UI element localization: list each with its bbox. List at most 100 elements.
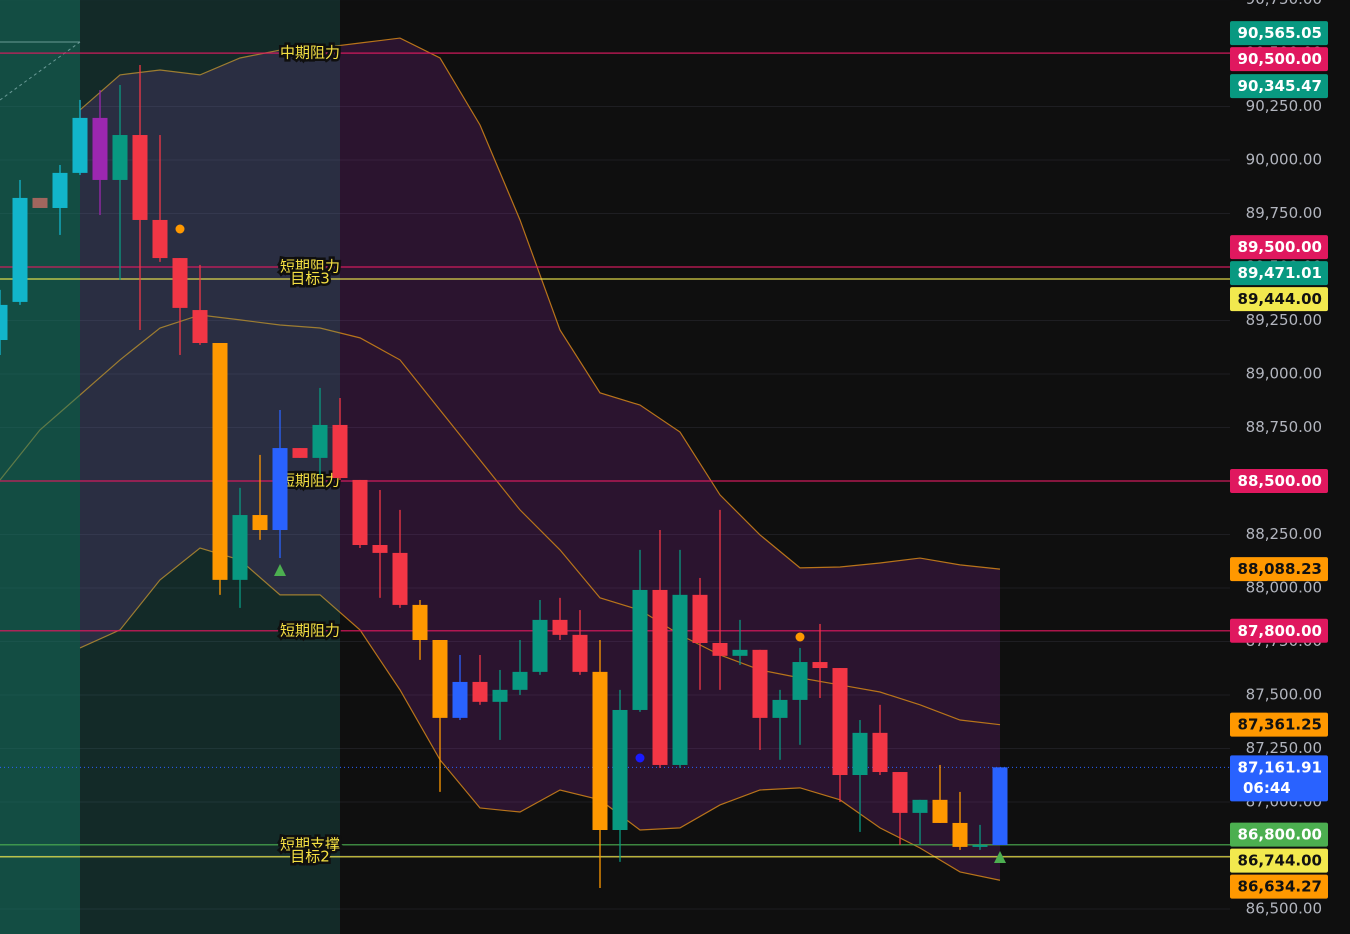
y-tick-label: 88,000.00 [1246, 579, 1322, 597]
price-tag-bg [1230, 235, 1328, 260]
y-tick-label: 89,250.00 [1246, 311, 1322, 329]
candle-body [252, 515, 268, 531]
candle-body [972, 844, 988, 847]
zone-shade-dark [0, 0, 80, 934]
candle-body [652, 589, 668, 765]
candle-body [392, 552, 408, 605]
y-tick-label: 90,750.00 [1246, 0, 1322, 8]
candle-body [472, 681, 488, 702]
candle-body [872, 732, 888, 773]
candle-body [352, 479, 368, 545]
candles [0, 65, 1008, 888]
price-tag-label: 86,744.00 [1238, 852, 1322, 870]
candle-body [672, 594, 688, 765]
level-label: 短期阻力 [280, 472, 340, 490]
dashed-trend [0, 41, 81, 101]
candle-body [932, 799, 948, 823]
signal-triangle [274, 564, 286, 576]
price-tag-bg [1230, 618, 1328, 643]
price-tag-label: 86,634.27 [1238, 878, 1322, 896]
candle-body [572, 634, 588, 672]
candle-body [952, 822, 968, 847]
candle-body [372, 544, 388, 553]
y-tick-label: 89,750.00 [1246, 204, 1322, 222]
candle-body [272, 448, 288, 531]
candle-body [732, 649, 748, 656]
price-tag-label: 90,500.00 [1238, 50, 1322, 68]
candle-body [0, 304, 8, 341]
level-label: 目标2 [290, 847, 330, 865]
price-tag-bg [1230, 74, 1328, 99]
level-label: 目标3 [290, 270, 330, 288]
price-tag-bg [1230, 287, 1328, 312]
candle-body [892, 772, 908, 813]
price-tag-label: 86,800.00 [1238, 826, 1322, 844]
candle-body [692, 594, 708, 643]
candle-body [492, 689, 508, 702]
price-tag-bg [1230, 822, 1328, 847]
level-label: 短期支撑 [280, 835, 340, 853]
y-tick-label: 87,250.00 [1246, 739, 1322, 757]
price-tag-bg [1230, 712, 1328, 737]
candle-body [192, 310, 208, 344]
signals [175, 224, 1006, 863]
candle-body [452, 681, 468, 718]
price-tag-bg [1230, 755, 1328, 802]
candle-body [432, 639, 448, 718]
signal-dot [175, 224, 185, 234]
countdown-label: 06:44 [1243, 779, 1291, 797]
candle-body [512, 671, 528, 690]
level-label: 中期阻力 [280, 44, 340, 62]
candle-body [152, 219, 168, 259]
candle-body [132, 135, 148, 220]
candle-body [52, 172, 68, 208]
candle-body [212, 343, 228, 580]
candle-body [332, 424, 348, 479]
candle-body [112, 135, 128, 180]
candle-body [592, 671, 608, 831]
price-tag-bg [1230, 557, 1328, 582]
y-tick-label: 90,250.00 [1246, 97, 1322, 115]
candle-body [12, 197, 28, 302]
band-upper [79, 37, 1001, 570]
candle-body [412, 604, 428, 640]
candle-body [912, 799, 928, 813]
price-tag-label: 90,565.05 [1238, 24, 1322, 42]
y-tick-label: 87,500.00 [1246, 685, 1322, 703]
candle-body [612, 709, 628, 831]
price-tag-label: 87,361.25 [1238, 716, 1322, 734]
price-tag-bg [1230, 874, 1328, 899]
signal-dot [635, 753, 645, 763]
candle-body [312, 424, 328, 458]
candle-body [172, 258, 188, 308]
price-tags: 90,565.05 90,500.00 90,345.47 89,500.00 89,4… [1230, 21, 1328, 899]
candle-body [752, 649, 768, 718]
price-tag-label: 89,500.00 [1238, 238, 1322, 256]
candle-body [712, 642, 728, 656]
level-label: 短期阻力 [280, 621, 340, 639]
band-fill [80, 38, 1000, 881]
price-tag-bg [1230, 47, 1328, 72]
price-tag-bg [1230, 469, 1328, 494]
y-tick-label: 88,250.00 [1246, 525, 1322, 543]
candle-body [32, 197, 48, 208]
candle-body [292, 448, 308, 458]
candle-body [72, 117, 88, 173]
candle-body [532, 619, 548, 672]
price-tag-label: 88,088.23 [1238, 560, 1322, 578]
candle-body [772, 699, 788, 718]
candle-body [792, 662, 808, 700]
candle-body [232, 515, 248, 580]
price-tag-label: 87,161.91 [1238, 758, 1322, 776]
signal-triangle [994, 851, 1006, 863]
candle-body [632, 589, 648, 710]
price-tag-bg [1230, 261, 1328, 286]
price-tag-label: 89,444.00 [1238, 290, 1322, 308]
candle-body [92, 117, 108, 180]
candle-body [832, 668, 848, 776]
candle-body [812, 662, 828, 669]
price-tag-bg [1230, 21, 1328, 46]
price-tag-label: 89,471.01 [1238, 264, 1322, 282]
